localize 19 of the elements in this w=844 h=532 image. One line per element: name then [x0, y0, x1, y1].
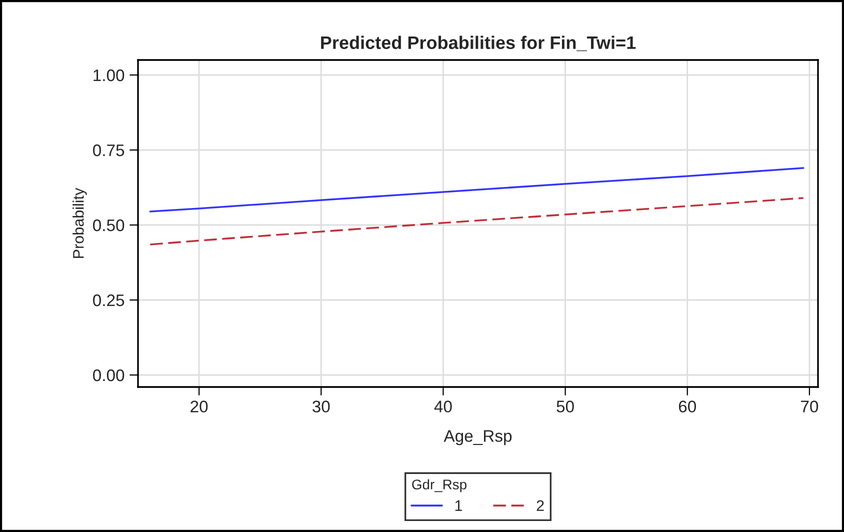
y-tick-label: 0.50 — [93, 219, 124, 232]
legend-title: Gdr_Rsp — [412, 479, 466, 492]
line-series — [149, 167, 804, 212]
x-tick-label: 40 — [434, 400, 452, 412]
x-tick-label: 60 — [678, 400, 696, 412]
x-axis-title: Age_Rsp — [444, 430, 512, 446]
y-tick-label: 0.25 — [93, 294, 124, 306]
legend-label: 2 — [536, 500, 544, 511]
x-tick-label: 50 — [556, 400, 574, 412]
y-tick-label: 1.00 — [94, 69, 124, 82]
y-axis-title: Probability — [72, 188, 87, 258]
y-tick-label: 0.75 — [93, 144, 124, 156]
chart-title: Predicted Probabilities for Fin_Twi=1 — [321, 36, 636, 52]
x-tick-label: 30 — [312, 400, 330, 412]
x-tick-label: 70 — [801, 400, 818, 412]
y-tick-label: 0.00 — [93, 369, 124, 382]
x-tick-label: 20 — [190, 400, 208, 412]
legend-label: 1 — [455, 500, 462, 511]
line-series — [149, 197, 804, 246]
